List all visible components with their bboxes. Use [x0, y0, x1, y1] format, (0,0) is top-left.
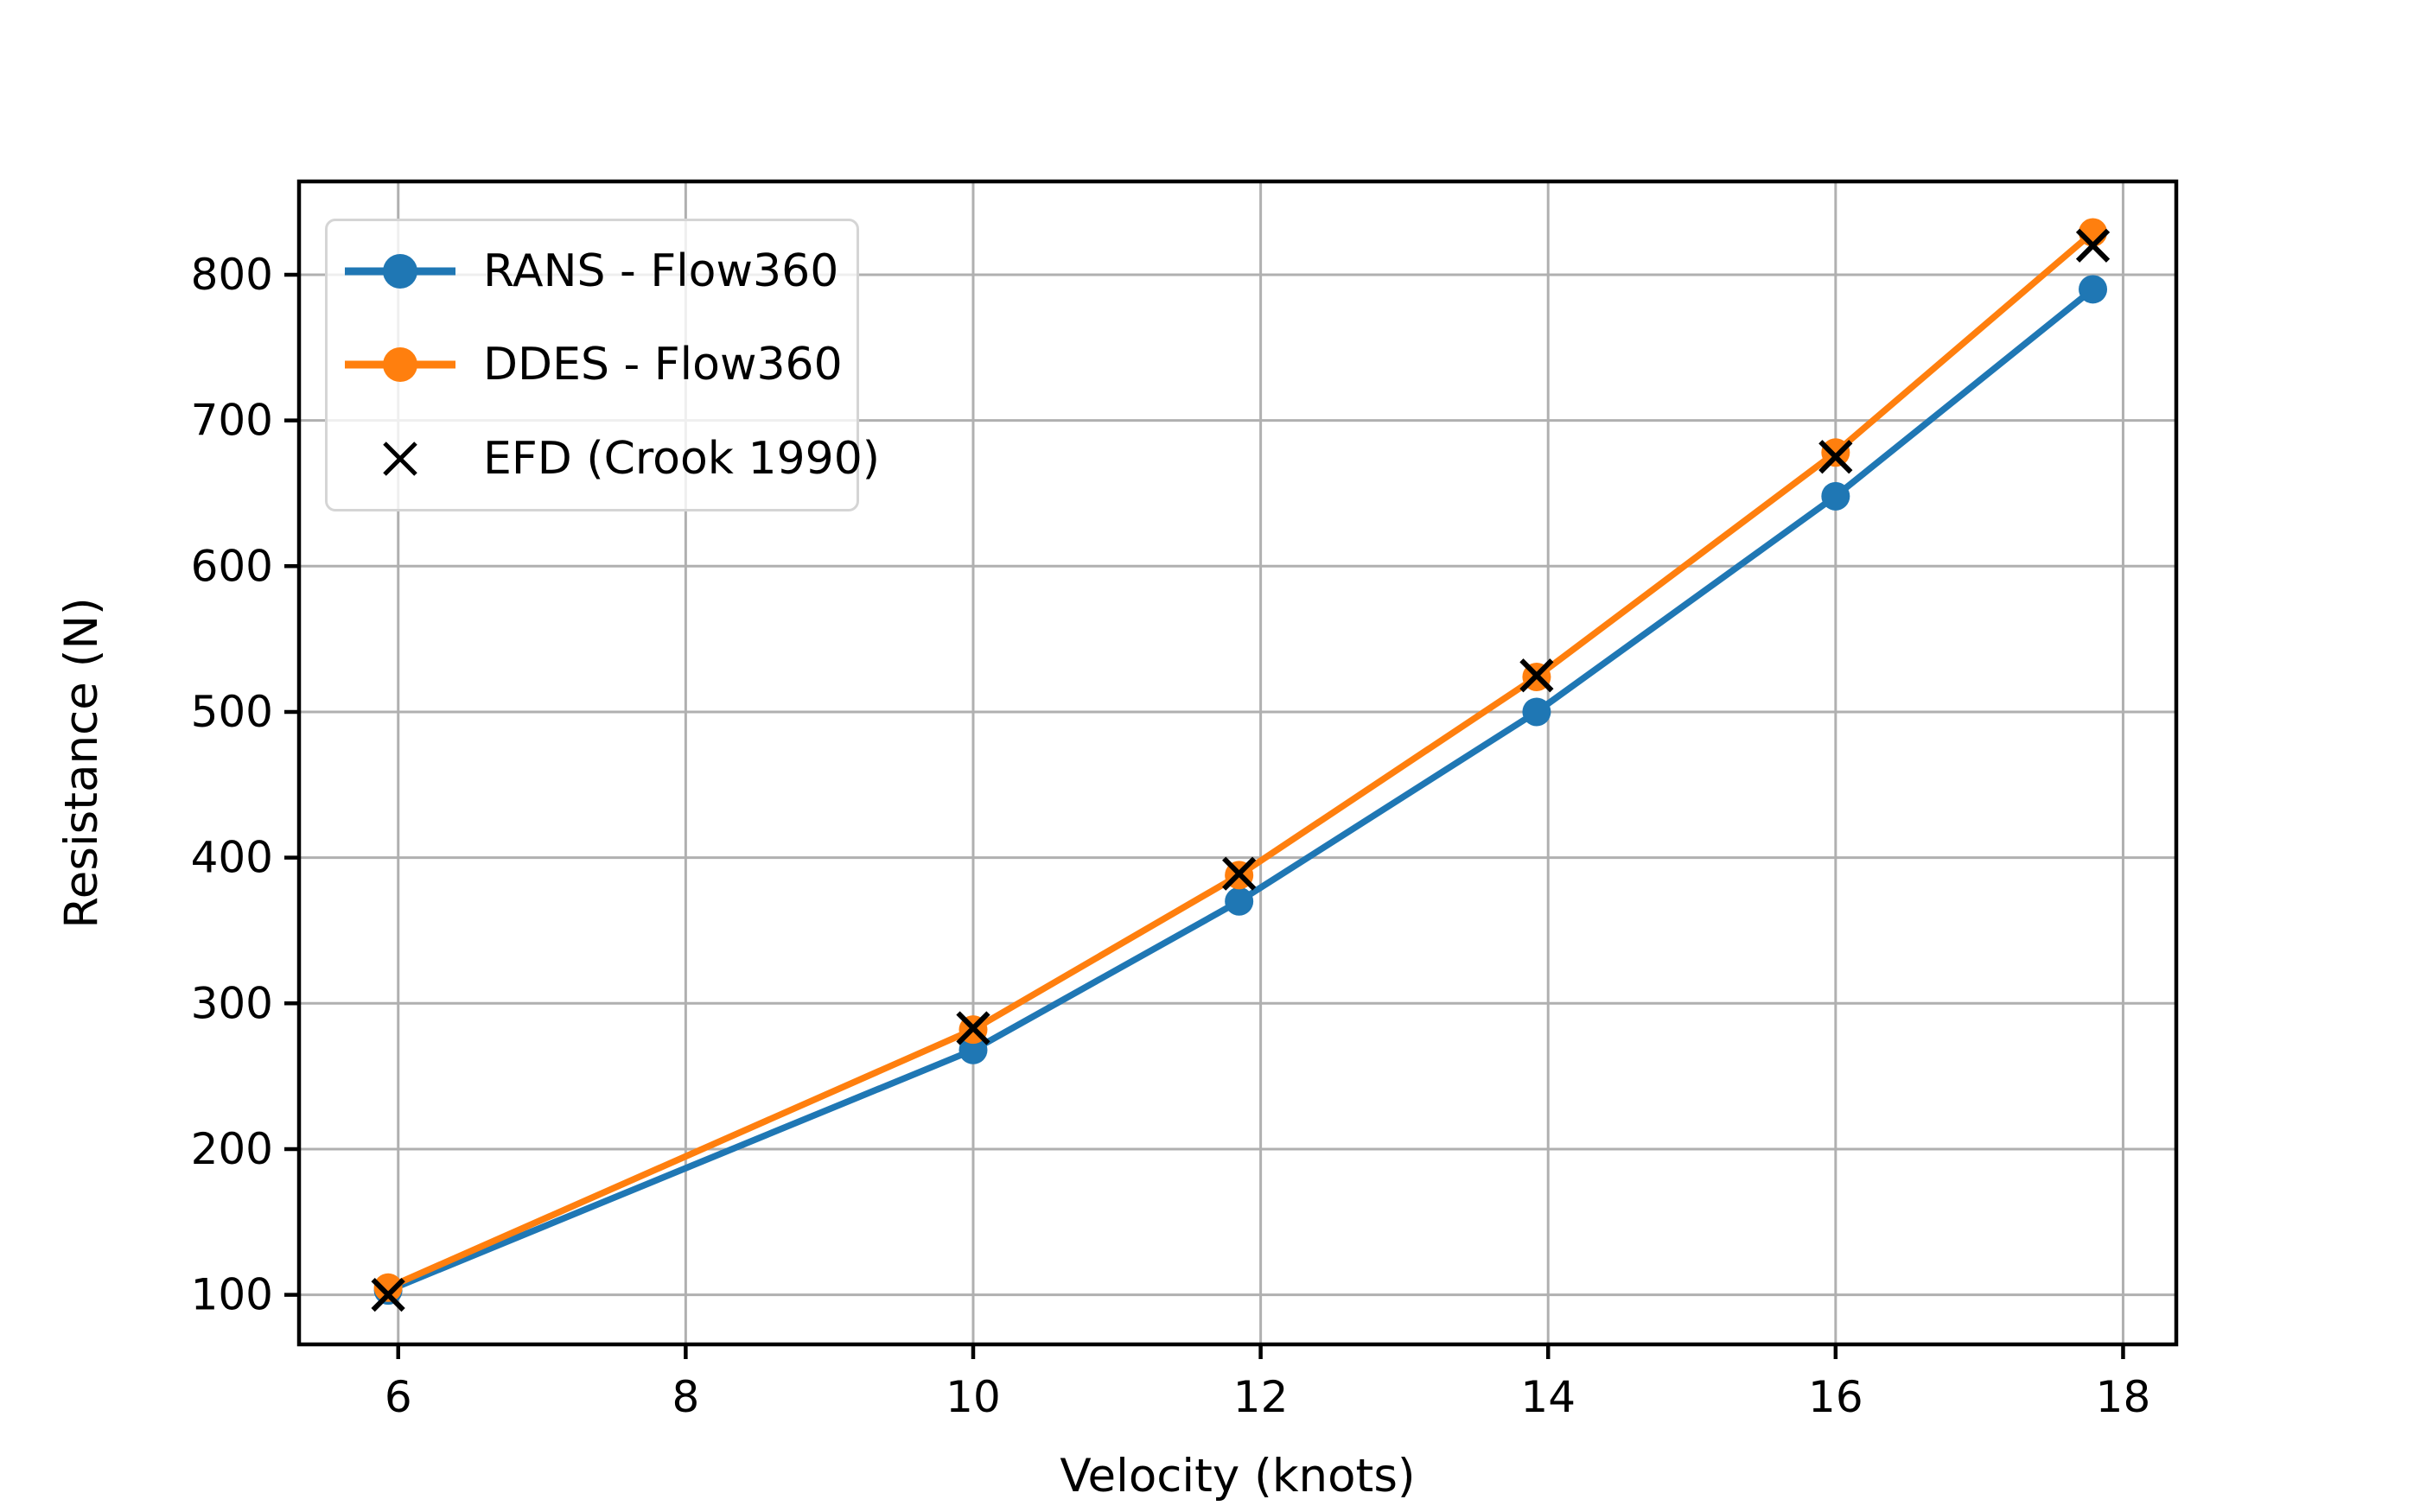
- legend-marker-efd-icon: [343, 439, 457, 479]
- marker-efd-crook-1990-5: [2075, 228, 2111, 263]
- x-tick-label-6: 6: [385, 1372, 412, 1422]
- y-tick-label-600: 600: [191, 541, 273, 591]
- x-axis: 6 8 10 12 14 16 18: [385, 1344, 2150, 1422]
- y-tick-label-800: 800: [191, 250, 273, 300]
- legend-row-rans: RANS - Flow360: [343, 228, 848, 314]
- legend-label-efd: EFD (Crook 1990): [483, 432, 881, 485]
- x-tick-label-8: 8: [672, 1372, 699, 1422]
- marker-rans-flow360-4: [1821, 481, 1850, 511]
- legend-circle-marker: [383, 347, 417, 383]
- legend-marker-ddes-icon: [343, 345, 457, 384]
- line-ddes-flow360: [386, 230, 2095, 1291]
- marker-ddes-flow360-4: [1821, 438, 1850, 467]
- marker-efd-crook-1990-3: [1519, 658, 1554, 693]
- legend: RANS - Flow360 DDES - Flow360 EFD (Crook…: [325, 219, 880, 511]
- x-tick-label-14: 14: [1520, 1372, 1576, 1422]
- marker-rans-flow360-5: [2079, 275, 2108, 304]
- y-tick-label-200: 200: [191, 1124, 273, 1174]
- x-tick-label-16: 16: [1808, 1372, 1863, 1422]
- marker-efd-crook-1990-2: [1222, 856, 1257, 891]
- y-tick-label-100: 100: [191, 1270, 273, 1320]
- legend-label-ddes: DDES - Flow360: [483, 339, 843, 391]
- marker-efd-crook-1990-4: [1818, 440, 1853, 474]
- legend-circle-marker: [383, 254, 417, 289]
- y-tick-label-300: 300: [191, 978, 273, 1028]
- y-tick-label-500: 500: [191, 687, 273, 737]
- series-efd-crook-1990: [371, 228, 2111, 1312]
- legend-handle-efd-crook-1990-icon: [383, 442, 417, 476]
- y-tick-label-700: 700: [191, 396, 273, 446]
- x-tick-label-18: 18: [2096, 1372, 2151, 1422]
- gridlines: [299, 181, 2176, 1344]
- legend-label-rans: RANS - Flow360: [483, 245, 839, 298]
- marker-rans-flow360-1: [958, 1035, 988, 1064]
- legend-handle-ddes-flow360-icon: [345, 347, 455, 383]
- x-axis-label: Velocity (knots): [1060, 1450, 1415, 1502]
- marker-rans-flow360-3: [1522, 697, 1551, 727]
- line-rans-flow360: [386, 286, 2095, 1294]
- y-tick-label-400: 400: [191, 833, 273, 883]
- plot-border: [296, 179, 2179, 1347]
- marker-ddes-flow360-0: [373, 1273, 403, 1302]
- x-tick-label-10: 10: [946, 1372, 1001, 1422]
- marker-rans-flow360-2: [1225, 886, 1254, 916]
- legend-marker-rans-icon: [343, 251, 457, 291]
- legend-handle-rans-flow360-icon: [345, 254, 455, 289]
- marker-efd-crook-1990-1: [956, 1011, 990, 1045]
- marker-efd-crook-1990-0: [371, 1278, 405, 1312]
- y-axis: 100 200 300 400 500 600 700 800: [191, 250, 299, 1320]
- legend-x-marker: [383, 442, 417, 476]
- y-axis-label: Resistance (N): [55, 597, 108, 928]
- legend-row-ddes: DDES - Flow360: [343, 321, 848, 408]
- legend-row-efd: EFD (Crook 1990): [343, 416, 880, 502]
- plot-layers: 6 8 10 12 14 16 18 100 200 300 400 500 600 700 800: [191, 179, 2179, 1422]
- x-tick-label-12: 12: [1233, 1372, 1289, 1422]
